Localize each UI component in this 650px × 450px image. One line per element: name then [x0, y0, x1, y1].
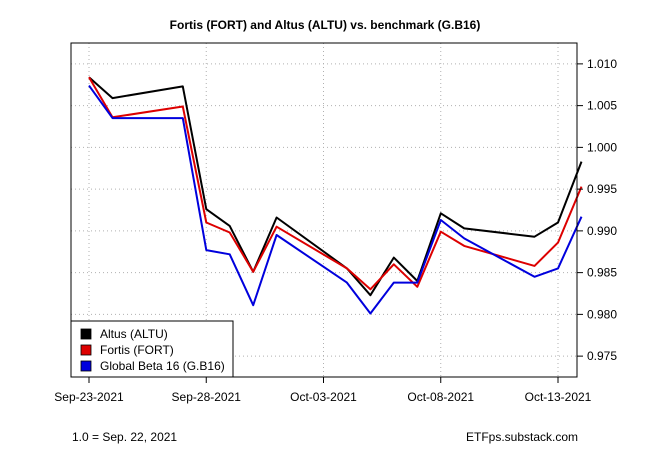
- axes: Sep-23-2021 Sep-28-2021 Oct-03-2021 Oct-08-…: [54, 57, 617, 404]
- y-tick-label: 0.975: [587, 349, 617, 363]
- legend-label-0: Altus (ALTU): [100, 327, 168, 341]
- series-lines: [88, 76, 583, 315]
- legend-swatch-2: [80, 360, 92, 372]
- legend-box: [70, 320, 234, 378]
- grid-lines: [71, 43, 577, 377]
- series-line-2: [88, 85, 583, 315]
- x-tick-label: Sep-23-2021: [54, 390, 124, 404]
- y-tick-label: 0.980: [587, 307, 617, 321]
- x-tick-label: Oct-08-2021: [407, 390, 474, 404]
- legend-swatch-1: [80, 344, 92, 356]
- legend-swatch-0: [80, 328, 92, 340]
- series-line-0: [88, 76, 583, 297]
- series-line-1: [88, 76, 583, 291]
- y-tick-label: 1.000: [587, 140, 617, 154]
- y-tick-label: 0.995: [587, 182, 617, 196]
- x-tick-label: Oct-13-2021: [525, 390, 592, 404]
- y-tick-label: 1.005: [587, 99, 617, 113]
- source-credit: ETFps.substack.com: [466, 430, 579, 444]
- legend: Altus (ALTU) Fortis (FORT) Global Beta 16 …: [70, 320, 234, 378]
- x-tick-label: Oct-03-2021: [290, 390, 357, 404]
- legend-label-1: Fortis (FORT): [100, 343, 174, 357]
- y-tick-label: 0.985: [587, 266, 617, 280]
- y-tick-label: 1.010: [587, 57, 617, 71]
- chart-title: Fortis (FORT) and Altus (ALTU) vs. bench…: [170, 18, 481, 32]
- x-tick-label: Sep-28-2021: [172, 390, 242, 404]
- y-tick-label: 0.990: [587, 224, 617, 238]
- legend-label-2: Global Beta 16 (G.B16): [100, 359, 225, 373]
- baseline-note: 1.0 = Sep. 22, 2021: [72, 430, 178, 444]
